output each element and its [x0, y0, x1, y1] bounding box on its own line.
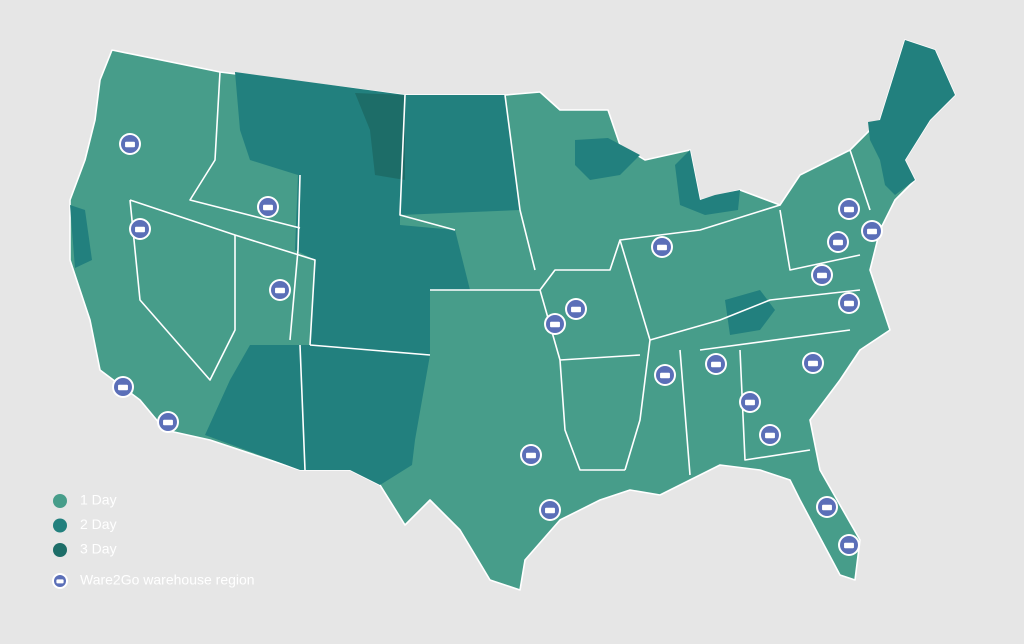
marker-icon: [660, 372, 670, 379]
warehouse-markers: [112, 133, 883, 556]
legend-label: 3 Day: [80, 541, 117, 557]
marker-icon: [711, 361, 721, 368]
legend-swatch: [53, 518, 67, 533]
marker-icon: [844, 300, 854, 307]
legend-label: 2 Day: [80, 516, 117, 532]
marker-icon: [526, 452, 536, 459]
marker-icon: [833, 239, 843, 246]
legend-label: Ware2Go warehouse region: [80, 572, 255, 588]
marker-icon: [56, 579, 64, 584]
marker-icon: [817, 272, 827, 279]
marker-icon: [808, 360, 818, 367]
legend-swatch: [53, 543, 67, 557]
marker-icon: [125, 141, 135, 148]
marker-icon: [657, 244, 667, 251]
marker-icon: [263, 204, 273, 211]
legend: 1 Day 2 Day 3 Day Ware2Go warehouse region: [52, 492, 255, 589]
marker-icon: [822, 504, 832, 511]
legend-swatch: [53, 494, 67, 508]
marker-icon: [275, 287, 285, 294]
two-day-region: [675, 150, 740, 215]
two-day-region: [575, 138, 640, 180]
legend-label: 1 Day: [80, 492, 117, 508]
marker-icon: [844, 206, 854, 213]
two-day-region: [70, 205, 92, 268]
three-day-region: [355, 93, 405, 180]
marker-icon: [745, 399, 755, 406]
two-day-region: [725, 290, 775, 335]
marker-icon: [550, 321, 560, 328]
marker-icon: [844, 542, 854, 549]
two-day-region: [205, 72, 520, 485]
marker-icon: [118, 384, 128, 391]
marker-icon: [545, 507, 555, 514]
marker-icon: [765, 432, 775, 439]
marker-icon: [571, 306, 581, 313]
marker-icon: [867, 228, 877, 235]
two-day-region: [868, 40, 955, 195]
marker-icon: [163, 419, 173, 426]
marker-icon: [135, 226, 145, 233]
us-map: [69, 39, 956, 591]
